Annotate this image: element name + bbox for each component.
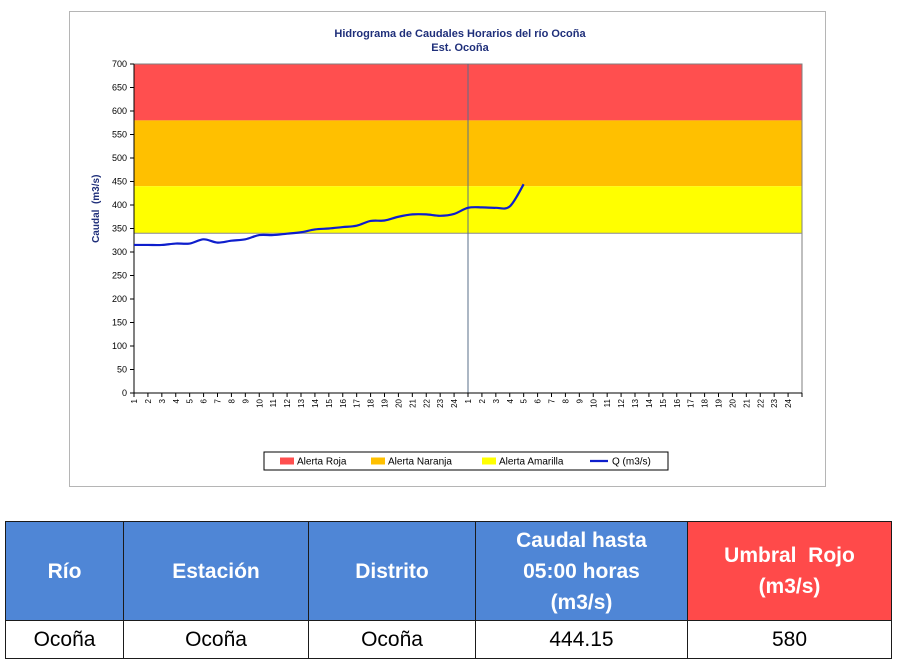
x-tick-label: 14 bbox=[311, 398, 320, 407]
header-caudal: Caudal hasta 05:00 horas (m3/s) bbox=[475, 521, 688, 621]
x-tick-label: 5 bbox=[186, 398, 195, 403]
x-tick-label: 10 bbox=[255, 398, 264, 407]
y-axis-label: Caudal (m3/s) bbox=[91, 175, 102, 243]
cell-estacion: Ocoña bbox=[123, 620, 309, 659]
chart-frame: Hidrograma de Caudales Horarios del río … bbox=[69, 11, 826, 487]
y-tick-label: 450 bbox=[112, 177, 127, 187]
x-tick-label: 2 bbox=[144, 398, 153, 403]
legend-label-0: Alerta Roja bbox=[297, 457, 347, 468]
x-tick-label: 16 bbox=[339, 398, 348, 407]
header-rio-line-1: Río bbox=[47, 559, 82, 583]
x-tick-label: 19 bbox=[381, 398, 390, 407]
y-tick-label: 550 bbox=[112, 130, 127, 140]
header-estacion-line-1: Estación bbox=[172, 559, 260, 583]
y-tick-label: 400 bbox=[112, 200, 127, 210]
y-tick-label: 250 bbox=[112, 271, 127, 281]
y-tick-label: 100 bbox=[112, 341, 127, 351]
x-tick-label: 4 bbox=[506, 398, 515, 403]
x-tick-label: 3 bbox=[492, 398, 501, 403]
x-tick-label: 11 bbox=[603, 398, 612, 407]
header-estacion: Estación bbox=[123, 521, 309, 621]
x-tick-label: 9 bbox=[575, 398, 584, 403]
x-tick-label: 11 bbox=[269, 398, 278, 407]
x-tick-label: 12 bbox=[617, 398, 626, 407]
cell-umbral-rojo: 580 bbox=[687, 620, 892, 659]
x-tick-label: 4 bbox=[172, 398, 181, 403]
x-tick-label: 15 bbox=[325, 398, 334, 407]
header-caudal-line-2: 05:00 horas bbox=[523, 559, 640, 583]
y-tick-label: 0 bbox=[122, 388, 127, 398]
x-tick-label: 7 bbox=[548, 398, 557, 403]
y-tick-label: 500 bbox=[112, 153, 127, 163]
x-tick-label: 22 bbox=[756, 398, 765, 407]
y-tick-label: 700 bbox=[112, 59, 127, 69]
x-tick-label: 6 bbox=[534, 398, 543, 403]
chart-subtitle: Est. Ocoña bbox=[431, 42, 489, 54]
cell-distrito: Ocoña bbox=[308, 620, 476, 659]
legend-label-1: Alerta Naranja bbox=[388, 457, 452, 468]
x-tick-label: 6 bbox=[200, 398, 209, 403]
header-caudal-line-3: (m3/s) bbox=[550, 590, 613, 614]
cell-rio: Ocoña bbox=[5, 620, 124, 659]
header-caudal-line-1: Caudal hasta bbox=[516, 528, 647, 552]
x-tick-label: 24 bbox=[784, 398, 793, 407]
header-umbral-line-1: Umbral Rojo bbox=[724, 544, 855, 567]
y-tick-label: 600 bbox=[112, 106, 127, 116]
x-tick-label: 22 bbox=[422, 398, 431, 407]
x-tick-label: 15 bbox=[659, 398, 668, 407]
x-tick-label: 12 bbox=[283, 398, 292, 407]
header-rio: Río bbox=[5, 521, 124, 621]
y-tick-label: 350 bbox=[112, 224, 127, 234]
y-tick-label: 300 bbox=[112, 247, 127, 257]
legend-swatch-2 bbox=[482, 457, 496, 465]
x-tick-label: 24 bbox=[450, 398, 459, 407]
x-tick-label: 3 bbox=[158, 398, 167, 403]
summary-table: Río Estación Distrito Caudal hasta 05:00… bbox=[5, 521, 892, 659]
x-tick-label: 19 bbox=[715, 398, 724, 407]
y-tick-label: 650 bbox=[112, 83, 127, 93]
x-tick-label: 17 bbox=[687, 398, 696, 407]
header-distrito: Distrito bbox=[308, 521, 476, 621]
x-tick-label: 8 bbox=[227, 398, 236, 403]
x-tick-label: 10 bbox=[589, 398, 598, 407]
x-tick-label: 20 bbox=[394, 398, 403, 407]
x-tick-label: 17 bbox=[353, 398, 362, 407]
x-tick-label: 23 bbox=[436, 398, 445, 407]
chart-title: Hidrograma de Caudales Horarios del río … bbox=[334, 28, 586, 40]
table-header-row: Río Estación Distrito Caudal hasta 05:00… bbox=[5, 521, 892, 621]
x-tick-label: 21 bbox=[742, 398, 751, 407]
x-tick-label: 21 bbox=[408, 398, 417, 407]
x-tick-label: 13 bbox=[631, 398, 640, 407]
table-row: Ocoña Ocoña Ocoña 444.15 580 bbox=[5, 620, 892, 659]
cell-caudal: 444.15 bbox=[475, 620, 688, 659]
x-tick-label: 2 bbox=[478, 398, 487, 403]
legend-label-3: Q (m3/s) bbox=[612, 457, 651, 468]
x-tick-label: 5 bbox=[520, 398, 529, 403]
x-tick-label: 9 bbox=[241, 398, 250, 403]
header-umbral-rojo: Umbral Rojo (m3/s) bbox=[687, 521, 892, 621]
x-tick-label: 14 bbox=[645, 398, 654, 407]
x-tick-label: 1 bbox=[464, 398, 473, 403]
x-tick-label: 20 bbox=[728, 398, 737, 407]
series-q-line bbox=[134, 183, 525, 247]
x-tick-label: 16 bbox=[673, 398, 682, 407]
x-tick-label: 13 bbox=[297, 398, 306, 407]
y-tick-label: 200 bbox=[112, 294, 127, 304]
legend-swatch-0 bbox=[280, 457, 294, 465]
hydrograph-chart: Hidrograma de Caudales Horarios del río … bbox=[91, 28, 803, 471]
x-tick-label: 8 bbox=[561, 398, 570, 403]
legend-box bbox=[263, 451, 669, 471]
legend-label-2: Alerta Amarilla bbox=[499, 457, 564, 468]
y-tick-label: 150 bbox=[112, 318, 127, 328]
y-tick-label: 50 bbox=[117, 365, 127, 375]
x-tick-label: 1 bbox=[130, 398, 139, 403]
legend-swatch-1 bbox=[371, 457, 385, 465]
x-tick-label: 7 bbox=[214, 398, 223, 403]
x-tick-label: 18 bbox=[701, 398, 710, 407]
header-distrito-line-1: Distrito bbox=[355, 559, 429, 583]
header-umbral-line-2: (m3/s) bbox=[758, 575, 821, 598]
x-tick-label: 23 bbox=[770, 398, 779, 407]
x-tick-label: 18 bbox=[367, 398, 376, 407]
